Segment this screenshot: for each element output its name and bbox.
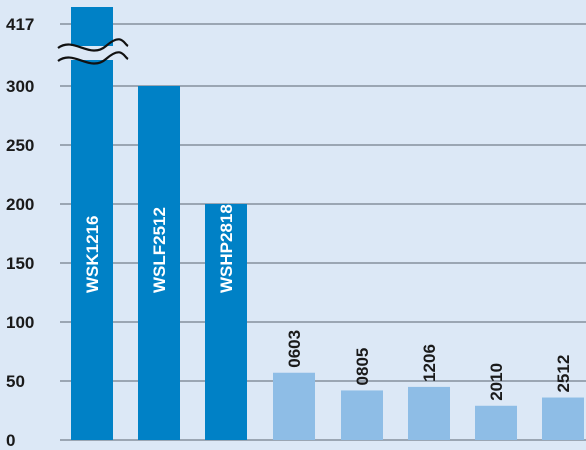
bar-label: WSHP2818 xyxy=(217,204,236,293)
y-tick-label: 150 xyxy=(6,254,34,273)
bar-label: 2512 xyxy=(554,355,573,393)
y-tick-label: 50 xyxy=(6,372,25,391)
y-tick-label: 100 xyxy=(6,313,34,332)
y-tick-label: 200 xyxy=(6,195,34,214)
bar xyxy=(71,7,113,440)
bar-label: 0603 xyxy=(285,330,304,368)
bar xyxy=(408,386,450,440)
y-tick-label: 250 xyxy=(6,136,34,155)
bars xyxy=(71,7,584,440)
axis-break-symbol xyxy=(57,38,130,65)
bar-label: WSLF2512 xyxy=(150,207,169,293)
bar xyxy=(341,390,383,440)
bar-label: WSK1216 xyxy=(83,216,102,293)
axis-break-gap xyxy=(58,46,130,60)
y-tick-label: 0 xyxy=(6,431,15,450)
bar-label: 2010 xyxy=(487,363,506,401)
bar xyxy=(138,86,180,440)
bar-label: 0805 xyxy=(353,348,372,386)
bar xyxy=(542,397,584,440)
y-axis-tick-labels: 0 50 100 150 200 250 300 417 xyxy=(6,15,34,450)
axis-break-line xyxy=(57,38,129,52)
y-tick-label: 417 xyxy=(6,15,34,34)
bar-label: 1206 xyxy=(420,344,439,382)
y-tick-label: 300 xyxy=(6,77,34,96)
bar xyxy=(273,372,315,440)
axis-break-line xyxy=(57,51,129,65)
bar xyxy=(205,204,247,440)
bar-labels: WSK1216 WSLF2512 WSHP2818 0603 0805 1206 2010 2… xyxy=(83,204,573,401)
bar xyxy=(475,405,517,440)
